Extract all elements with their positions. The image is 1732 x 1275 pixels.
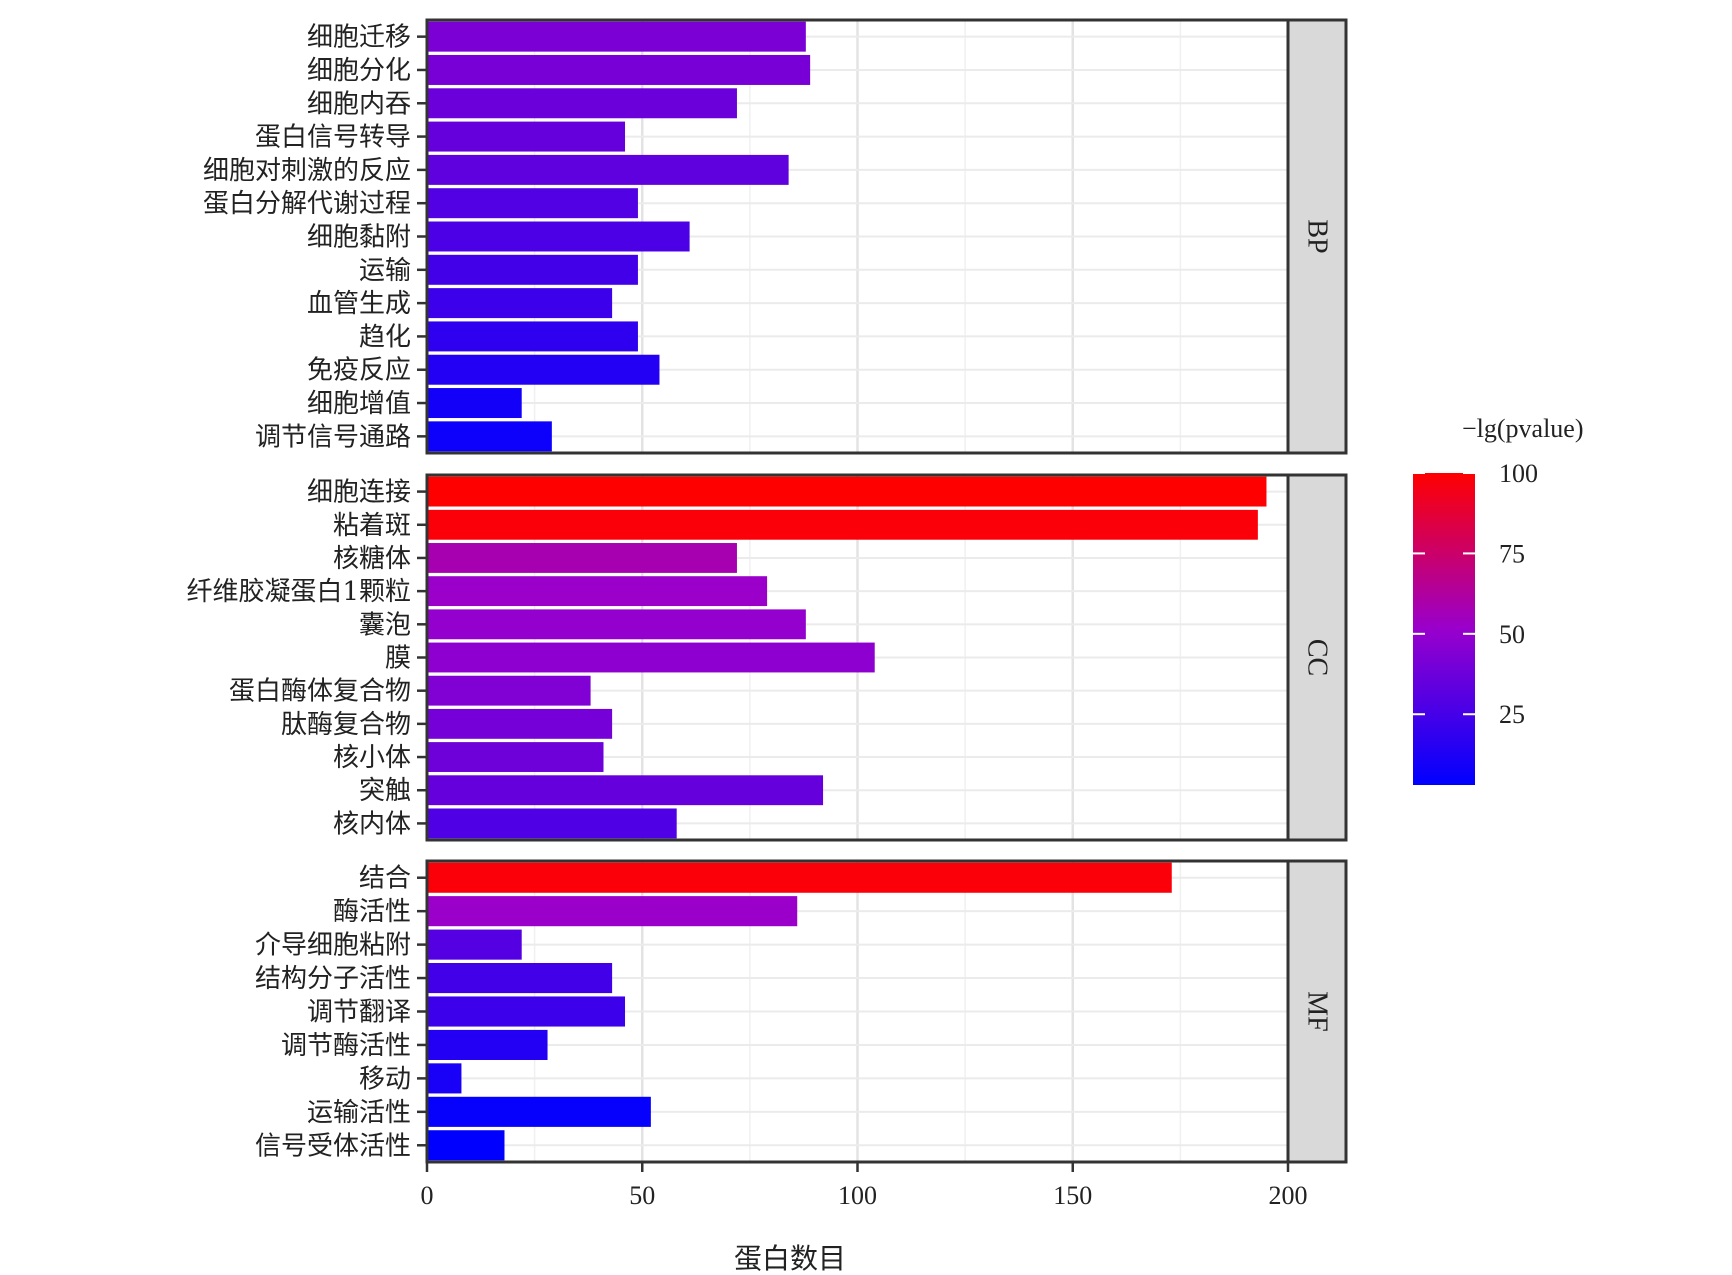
category-label: 膜 xyxy=(385,644,411,674)
facet-panel-cc: 细胞连接粘着斑核糖体纤维胶凝蛋白1颗粒囊泡膜蛋白酶体复合物肽酶复合物核小体突触核… xyxy=(186,473,1348,842)
x-tick-label: 200 xyxy=(1269,1181,1308,1210)
facet-strip xyxy=(1286,18,1348,455)
legend-tick-label: 100 xyxy=(1499,459,1538,488)
category-label: 细胞迁移 xyxy=(307,23,411,53)
facet-strip-label: MF xyxy=(1302,991,1333,1031)
bar-cc-9 xyxy=(427,775,824,806)
category-label: 调节酶活性 xyxy=(281,1031,411,1061)
category-label: 移动 xyxy=(359,1064,411,1094)
category-label: 蛋白信号转导 xyxy=(255,123,411,153)
bar-bp-6 xyxy=(427,221,690,252)
category-label: 核糖体 xyxy=(333,544,411,574)
bar-mf-1 xyxy=(427,896,798,927)
bar-cc-3 xyxy=(427,576,768,607)
category-label: 核内体 xyxy=(333,809,411,839)
bar-cc-7 xyxy=(427,708,613,739)
category-label: 蛋白分解代谢过程 xyxy=(203,189,411,219)
category-label: 结构分子活性 xyxy=(255,964,411,994)
facet-panel-bp: 细胞迁移细胞分化细胞内吞蛋白信号转导细胞对刺激的反应蛋白分解代谢过程细胞黏附运输… xyxy=(203,18,1348,455)
category-label: 调节翻译 xyxy=(307,998,411,1028)
category-label: 趋化 xyxy=(359,322,411,352)
bar-mf-8 xyxy=(427,1130,505,1161)
category-label: 肽酶复合物 xyxy=(281,710,411,740)
bar-bp-10 xyxy=(427,354,660,385)
bar-bp-5 xyxy=(427,188,638,219)
category-label: 血管生成 xyxy=(307,289,411,319)
bar-cc-6 xyxy=(427,675,591,706)
bar-cc-10 xyxy=(427,808,677,839)
legend-colorbar xyxy=(1413,473,1475,785)
bar-cc-4 xyxy=(427,609,806,640)
legend-title: −lg(pvalue) xyxy=(1462,414,1584,443)
bar-bp-9 xyxy=(427,321,638,352)
bar-bp-0 xyxy=(427,21,806,52)
category-label: 蛋白酶体复合物 xyxy=(229,677,411,707)
category-label: 运输 xyxy=(359,256,411,286)
legend-tick-label: 50 xyxy=(1499,620,1525,649)
x-tick-label: 150 xyxy=(1053,1181,1092,1210)
category-label: 核小体 xyxy=(333,743,411,773)
category-label: 囊泡 xyxy=(359,610,411,640)
bar-cc-8 xyxy=(427,742,604,772)
facet-strip xyxy=(1286,859,1348,1164)
bar-mf-4 xyxy=(427,996,626,1027)
x-tick-label: 0 xyxy=(421,1181,434,1210)
bar-mf-5 xyxy=(427,1029,548,1060)
bar-bp-12 xyxy=(427,421,552,452)
color-legend: −lg(pvalue) 25 50 75 100 xyxy=(1413,414,1584,785)
bar-bp-3 xyxy=(427,121,626,152)
category-label: 细胞对刺激的反应 xyxy=(203,156,411,186)
category-label: 免疫反应 xyxy=(307,356,411,386)
bar-bp-1 xyxy=(427,54,811,85)
bar-mf-0 xyxy=(427,862,1172,893)
bar-mf-3 xyxy=(427,963,613,994)
facet-strip xyxy=(1286,473,1348,842)
x-axis-title: 蛋白数目 xyxy=(734,1242,846,1275)
bar-cc-1 xyxy=(427,509,1258,540)
bar-bp-7 xyxy=(427,254,638,285)
plot-area: 细胞迁移细胞分化细胞内吞蛋白信号转导细胞对刺激的反应蛋白分解代谢过程细胞黏附运输… xyxy=(186,18,1348,1210)
bar-bp-2 xyxy=(427,88,737,119)
bar-bp-8 xyxy=(427,288,613,319)
category-label: 细胞增值 xyxy=(307,389,411,419)
category-label: 酶活性 xyxy=(333,897,411,927)
facet-strip-label: BP xyxy=(1302,219,1333,253)
category-label: 信号受体活性 xyxy=(255,1131,411,1161)
category-label: 粘着斑 xyxy=(333,511,411,541)
bar-cc-5 xyxy=(427,642,875,673)
bar-mf-7 xyxy=(427,1096,651,1127)
category-label: 纤维胶凝蛋白1颗粒 xyxy=(186,577,411,607)
category-label: 细胞连接 xyxy=(307,478,411,508)
category-label: 运输活性 xyxy=(307,1098,411,1128)
category-label: 细胞内吞 xyxy=(307,89,411,119)
legend-tick-label: 25 xyxy=(1499,700,1525,729)
bar-mf-2 xyxy=(427,929,522,960)
category-label: 突触 xyxy=(359,776,411,806)
bar-bp-4 xyxy=(427,154,789,185)
category-label: 介导细胞粘附 xyxy=(255,931,411,961)
bar-cc-0 xyxy=(427,476,1267,507)
category-label: 结合 xyxy=(359,864,411,894)
facet-strip-label: CC xyxy=(1302,639,1333,676)
bar-bp-11 xyxy=(427,388,522,419)
bar-cc-2 xyxy=(427,543,737,573)
bar-mf-6 xyxy=(427,1063,462,1094)
category-label: 细胞分化 xyxy=(307,56,411,86)
legend-tick-label: 75 xyxy=(1499,539,1525,568)
x-tick-label: 50 xyxy=(629,1181,655,1210)
x-tick-label: 100 xyxy=(838,1181,877,1210)
category-label: 细胞黏附 xyxy=(307,223,411,253)
category-label: 调节信号通路 xyxy=(255,422,411,452)
